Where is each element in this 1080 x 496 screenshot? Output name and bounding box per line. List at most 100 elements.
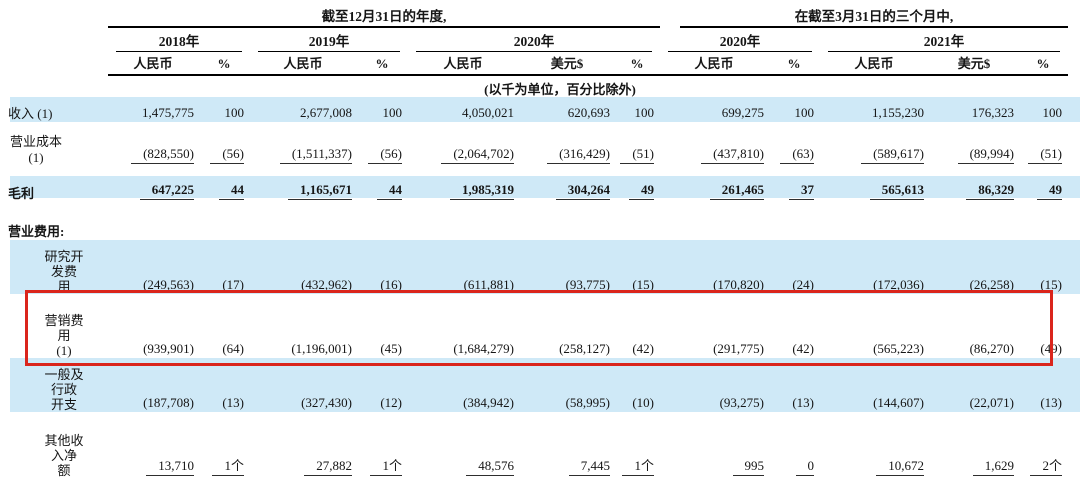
cell: (249,563) bbox=[143, 277, 194, 292]
cell: 2个 bbox=[1030, 458, 1062, 476]
row-label: 收入 (1) bbox=[8, 106, 53, 121]
units-note-row: (以千为单位，百分比除外) bbox=[0, 76, 1080, 97]
cell: (86,270) bbox=[969, 341, 1014, 356]
cell: (42) bbox=[792, 341, 814, 356]
cell: (22,071) bbox=[969, 395, 1014, 410]
cell: (611,881) bbox=[463, 277, 514, 292]
group-header-quarter: 在截至3月31日的三个月中, bbox=[680, 5, 1068, 28]
row-label: 研究开 发费 用 bbox=[44, 249, 84, 294]
row-other-income-net: 其他收 入净 额 13,710 1个 27,882 1个 48,576 7,44… bbox=[0, 412, 1080, 478]
cell: 4,050,021 bbox=[462, 105, 514, 120]
cell: 49 bbox=[1037, 182, 1062, 200]
year-header-row: 2018年 2019年 2020年 2020年 2021年 bbox=[0, 28, 1080, 52]
cell: 304,264 bbox=[555, 182, 610, 200]
cell: (56) bbox=[210, 146, 244, 164]
cell: 86,329 bbox=[966, 182, 1014, 200]
cell: (170,820) bbox=[713, 277, 764, 292]
cell: (56) bbox=[368, 146, 402, 164]
header-rule bbox=[108, 74, 1068, 76]
cell: 647,225 bbox=[139, 182, 194, 200]
cell: 13,710 bbox=[146, 458, 194, 476]
column-header: % bbox=[787, 56, 801, 71]
row-marketing-expenses: 营销费 用 (1) (939,901) (64) (1,196,001) (45… bbox=[0, 294, 1080, 358]
year-header-q1-2021: 2021年 bbox=[828, 30, 1060, 52]
cell: (1,511,337) bbox=[279, 146, 352, 164]
units-note: (以千为单位，百分比除外) bbox=[484, 82, 636, 97]
row-label-wrap: 营业成本 (1) bbox=[0, 134, 108, 166]
column-header: 人民币 bbox=[854, 56, 894, 71]
cell: (327,430) bbox=[301, 395, 352, 410]
cell: (13) bbox=[792, 395, 814, 410]
cell: 2,677,008 bbox=[300, 105, 352, 120]
cell: (565,223) bbox=[873, 341, 924, 356]
cell: (172,036) bbox=[873, 277, 924, 292]
row-rd-expenses: 研究开 发费 用 (249,563) (17) (432,962) (16) (… bbox=[0, 240, 1080, 294]
row-label-wrap: 营销费 用 (1) bbox=[0, 313, 108, 358]
cell: 995 bbox=[732, 458, 764, 476]
cell: (13) bbox=[222, 395, 244, 410]
column-header: 人民币 bbox=[283, 56, 323, 71]
cell: 48,576 bbox=[466, 458, 514, 476]
cell: (1,196,001) bbox=[291, 341, 352, 356]
column-header: % bbox=[1036, 56, 1050, 71]
cell: (51) bbox=[620, 146, 654, 164]
row-gross-profit: 毛利 647,225 44 1,165,671 44 1,985,319 304… bbox=[0, 176, 1080, 202]
cell: 1,475,775 bbox=[142, 105, 194, 120]
row-label-wrap: 其他收 入净 额 bbox=[0, 433, 108, 478]
cell: 44 bbox=[219, 182, 244, 200]
cell: (16) bbox=[380, 277, 402, 292]
row-label: 毛利 bbox=[8, 186, 35, 201]
row-general-admin-expenses: 一般及 行政 开支 (187,708) (13) (327,430) (12) … bbox=[0, 358, 1080, 412]
cell: (1,684,279) bbox=[453, 341, 514, 356]
cell: 1,629 bbox=[972, 458, 1014, 476]
row-cost-of-sales: 营业成本 (1) (828,550) (56) (1,511,337) (56)… bbox=[0, 122, 1080, 166]
group-header-quarter-wrap: 在截至3月31日的三个月中, bbox=[660, 5, 1068, 28]
cell: 27,882 bbox=[304, 458, 352, 476]
cell: (64) bbox=[222, 341, 244, 356]
cell: (12) bbox=[380, 395, 402, 410]
cell: 100 bbox=[382, 105, 403, 120]
cell: 699,275 bbox=[721, 105, 764, 120]
column-header: % bbox=[217, 56, 231, 71]
cell: (10) bbox=[632, 395, 654, 410]
column-header: 人民币 bbox=[694, 56, 734, 71]
cell: 100 bbox=[794, 105, 815, 120]
header-spacer bbox=[0, 71, 108, 74]
cell: 1,165,671 bbox=[288, 182, 352, 200]
cell: 0 bbox=[795, 458, 814, 476]
cell: (316,429) bbox=[547, 146, 610, 164]
cell: (384,942) bbox=[463, 395, 514, 410]
cell: 1个 bbox=[212, 458, 244, 476]
cell: 1,155,230 bbox=[872, 105, 924, 120]
column-header: 美元$ bbox=[957, 56, 991, 71]
cell: (828,550) bbox=[131, 146, 194, 164]
cell: (437,810) bbox=[701, 146, 764, 164]
cell: (15) bbox=[632, 277, 654, 292]
cell: (51) bbox=[1028, 146, 1062, 164]
cell: (589,617) bbox=[861, 146, 924, 164]
row-revenue: 收入 (1) 1,475,775 100 2,677,008 100 4,050… bbox=[0, 97, 1080, 122]
row-label: 一般及 行政 开支 bbox=[44, 367, 84, 412]
cell: (17) bbox=[222, 277, 244, 292]
cell: 10,672 bbox=[876, 458, 924, 476]
column-header: 人民币 bbox=[443, 56, 483, 71]
column-header-row: 人民币 % 人民币 % 人民币 美元$ % 人民币 % 人民币 美元$ % bbox=[0, 52, 1080, 74]
row-label: 其他收 入净 额 bbox=[44, 433, 84, 478]
row-label: 营销费 用 (1) bbox=[44, 313, 84, 358]
cell: (187,708) bbox=[143, 395, 194, 410]
cell: (42) bbox=[632, 341, 654, 356]
year-header-q1-2020: 2020年 bbox=[668, 30, 812, 52]
cell: (432,962) bbox=[301, 277, 352, 292]
column-header: % bbox=[630, 56, 644, 71]
column-header: 人民币 bbox=[133, 56, 173, 71]
row-label-wrap: 一般及 行政 开支 bbox=[0, 367, 108, 412]
cell: 49 bbox=[629, 182, 654, 200]
cell: (49) bbox=[1040, 341, 1062, 356]
cell: (93,275) bbox=[719, 395, 764, 410]
group-header-annual: 截至12月31日的年度, bbox=[108, 5, 660, 28]
cell: (24) bbox=[792, 277, 814, 292]
cell: (89,994) bbox=[957, 146, 1014, 164]
group-header-row: 截至12月31日的年度, 在截至3月31日的三个月中, bbox=[0, 6, 1080, 28]
cell: (258,127) bbox=[559, 341, 610, 356]
year-header-2020: 2020年 bbox=[416, 30, 652, 52]
